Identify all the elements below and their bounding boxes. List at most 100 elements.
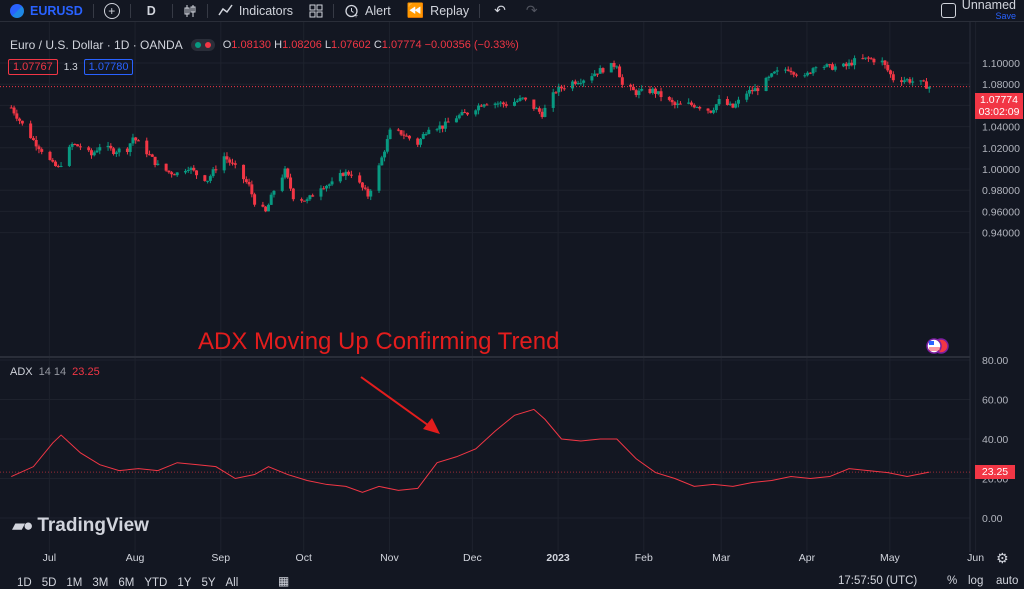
candle-body [728, 103, 732, 105]
time-tick-label: Mar [712, 552, 731, 564]
bid-ask-panel: 1.07767 1.3 1.07780 [8, 59, 134, 75]
candle-body [571, 81, 575, 89]
last-price-value: 1.07774 [980, 94, 1018, 106]
adx-value: 23.25 [72, 366, 100, 378]
candle-body [344, 171, 348, 176]
range-button[interactable]: All [225, 576, 239, 589]
candle-body [54, 161, 58, 167]
symbol-search-button[interactable]: EURUSD [0, 0, 91, 22]
adx-legend[interactable]: ADX 14 14 23.25 [10, 366, 100, 378]
interval-button[interactable]: D [133, 0, 170, 22]
candle-body [822, 66, 826, 68]
chart-type-button[interactable] [175, 0, 205, 22]
gear-icon[interactable]: ⚙ [996, 550, 1009, 566]
save-link[interactable]: Save [995, 11, 1016, 21]
adx-params: 14 14 [38, 366, 67, 378]
candle-body [922, 80, 926, 82]
candle-body [396, 129, 400, 131]
eur-usd-flag-icon [10, 3, 24, 18]
symbol-title[interactable]: Euro / U.S. Dollar · 1D · OANDA [10, 38, 183, 52]
redo-button[interactable]: ↷ [518, 0, 546, 22]
alert-button[interactable]: + Alert [336, 0, 399, 22]
clock-time[interactable]: 17:57:50 (UTC) [838, 575, 918, 587]
toolbar-divider [171, 3, 173, 18]
candle-body [463, 112, 467, 114]
candle-body [89, 150, 93, 156]
time-axis[interactable]: Jul Aug Sep Oct Nov Dec 2023 Feb Mar Apr May Jun [0, 552, 984, 566]
candle-body [311, 195, 315, 197]
candle-body [150, 154, 154, 157]
toolbar-divider [92, 3, 94, 18]
low-label: L [324, 39, 332, 51]
candle-body [833, 66, 837, 70]
candle-body [324, 185, 328, 189]
candle-body [554, 92, 558, 94]
buy-price-button[interactable]: 1.07780 [83, 59, 134, 75]
candle-body [709, 110, 713, 113]
indicators-button[interactable]: Indicators [210, 0, 301, 22]
templates-button[interactable] [301, 0, 331, 22]
candle-body [579, 82, 583, 84]
candle-body [659, 91, 663, 98]
candle-body [770, 73, 774, 77]
price-axis[interactable]: 1.100001.080001.060001.040001.020001.000… [982, 58, 1020, 240]
range-button[interactable]: 3M [92, 576, 109, 589]
candle-body [593, 73, 597, 77]
candle-body [460, 112, 464, 116]
adx-value-tag: 23.25 [975, 465, 1015, 479]
indicators-label: Indicators [238, 3, 294, 18]
annotation-arrowhead-icon [423, 418, 440, 434]
candle-body [861, 58, 865, 60]
candle-body [114, 152, 118, 155]
candle-body [902, 80, 906, 83]
range-button[interactable]: 6M [118, 576, 135, 589]
compare-symbol-button[interactable]: + [96, 0, 128, 22]
candle-body [540, 111, 544, 117]
percent-toggle[interactable]: % [947, 575, 958, 587]
layout-name-button[interactable]: Unnamed Save [962, 0, 1016, 22]
candle-body [524, 97, 528, 100]
range-button[interactable]: 5D [41, 576, 57, 589]
chart-canvas[interactable]: 1.100001.080001.060001.040001.020001.000… [0, 22, 1024, 576]
replay-button[interactable]: ⏪ Replay [399, 0, 477, 22]
candle-body [322, 188, 326, 190]
undo-button[interactable]: ↶ [482, 0, 518, 22]
candle-body [230, 162, 234, 164]
range-button[interactable]: YTD [144, 576, 168, 589]
sell-price-button[interactable]: 1.07767 [8, 59, 58, 75]
candle-body [748, 90, 752, 94]
market-status-icon[interactable] [190, 39, 215, 51]
calendar-icon[interactable]: ▦ [278, 574, 290, 588]
auto-toggle[interactable]: auto [996, 575, 1019, 587]
candle-body [156, 163, 160, 166]
candle-body [620, 77, 624, 85]
candle-body [618, 66, 622, 78]
candle-body [651, 88, 655, 93]
candle-body [825, 64, 829, 67]
candle-body [183, 170, 187, 173]
range-button[interactable]: 1D [17, 576, 32, 589]
price-tick-label: 0.96000 [982, 206, 1020, 218]
annotation-arrow [360, 376, 433, 429]
branding-text: TradingView [37, 515, 149, 536]
candle-body [557, 86, 561, 93]
range-button[interactable]: 5Y [201, 576, 216, 589]
candle-body [377, 165, 381, 191]
rewind-icon: ⏪ [406, 2, 425, 18]
open-value: 1.08130 [231, 39, 272, 51]
log-toggle[interactable]: log [968, 575, 984, 587]
candle-body [48, 151, 52, 160]
candle-body [366, 188, 370, 197]
us-flag-badge-icon[interactable] [926, 338, 949, 354]
candle-body [98, 147, 102, 151]
range-button[interactable]: 1M [66, 576, 83, 589]
candle-body [95, 150, 99, 153]
tradingview-logo[interactable]: ▰● TradingView [12, 515, 149, 537]
candle-body [175, 172, 179, 176]
top-toolbar: EURUSD + D Indicators + Alert [0, 0, 1024, 22]
layout-checkbox-icon[interactable] [941, 3, 956, 18]
candle-body [678, 103, 682, 105]
candle-body [29, 123, 33, 139]
range-button[interactable]: 1Y [177, 576, 192, 589]
